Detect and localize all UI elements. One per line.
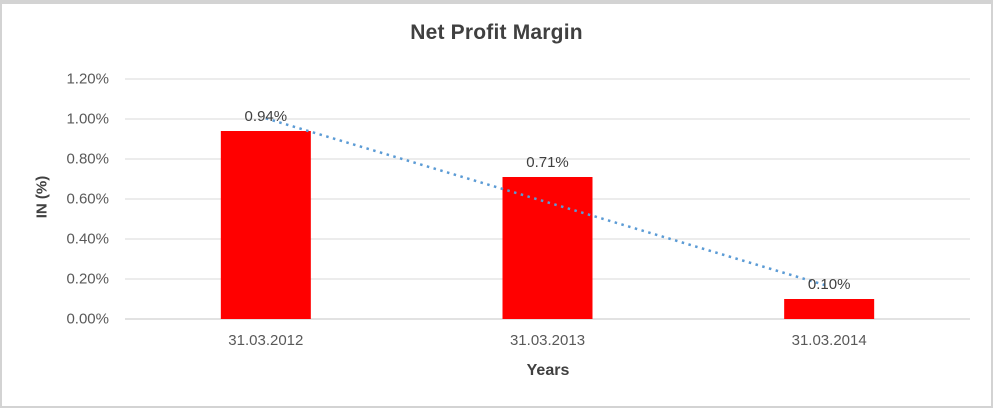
y-tick-label: 0.60% — [66, 190, 109, 208]
data-label: 0.71% — [526, 154, 569, 171]
y-tick-label: 0.20% — [66, 270, 109, 288]
data-label: 0.10% — [807, 276, 851, 293]
bar — [502, 177, 593, 319]
data-label: 0.94% — [244, 108, 288, 125]
y-tick-label: 0.80% — [66, 150, 109, 168]
y-tick-label: 0.40% — [66, 230, 109, 248]
x-category-label: 31.03.2012 — [228, 332, 304, 349]
x-category-label: 31.03.2014 — [791, 332, 867, 349]
chart-title: Net Profit Margin — [410, 21, 583, 44]
y-tick-label: 0.00% — [66, 310, 109, 328]
y-tick-label: 1.00% — [66, 110, 109, 128]
x-axis-title: Years — [526, 362, 570, 379]
bar — [784, 299, 875, 319]
bar — [220, 131, 311, 319]
x-category-label: 31.03.2013 — [509, 332, 586, 349]
y-tick-label: 1.20% — [66, 70, 109, 88]
plot-area — [125, 78, 970, 320]
